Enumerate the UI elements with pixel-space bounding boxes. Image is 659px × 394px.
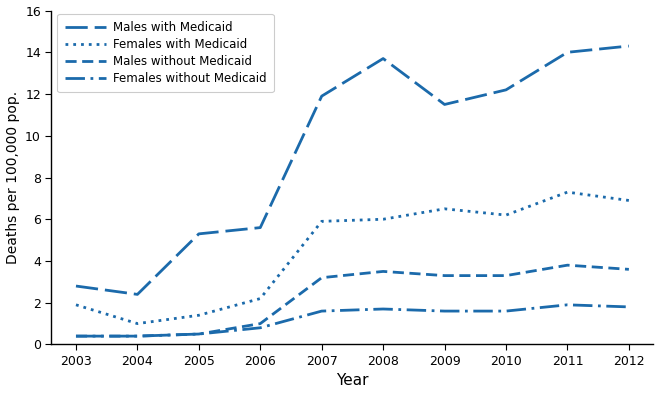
Females without Medicaid [72,334,80,338]
Males with Medicaid [318,94,326,98]
Females with Medicaid [441,206,449,211]
Males without Medicaid [441,273,449,278]
Males with Medicaid [441,102,449,107]
X-axis label: Year: Year [336,374,368,388]
Males without Medicaid [134,334,142,338]
Females without Medicaid [625,305,633,309]
Females with Medicaid [379,217,387,221]
Females with Medicaid [625,198,633,203]
Females with Medicaid [72,303,80,307]
Males without Medicaid [195,332,203,336]
Males with Medicaid [134,292,142,297]
Females with Medicaid [502,213,510,217]
Males with Medicaid [563,50,571,55]
Y-axis label: Deaths per 100,000 pop.: Deaths per 100,000 pop. [5,91,20,264]
Males without Medicaid [379,269,387,274]
Females without Medicaid [256,325,264,330]
Males with Medicaid [502,87,510,92]
Females with Medicaid [563,190,571,195]
Males without Medicaid [318,275,326,280]
Males with Medicaid [625,44,633,48]
Line: Females without Medicaid: Females without Medicaid [76,305,629,336]
Males without Medicaid [625,267,633,272]
Females with Medicaid [256,296,264,301]
Females without Medicaid [134,334,142,338]
Females with Medicaid [134,321,142,326]
Females with Medicaid [318,219,326,224]
Females without Medicaid [195,332,203,336]
Males without Medicaid [72,334,80,338]
Males without Medicaid [563,263,571,268]
Males with Medicaid [72,284,80,288]
Males without Medicaid [502,273,510,278]
Males without Medicaid [256,321,264,326]
Legend: Males with Medicaid, Females with Medicaid, Males without Medicaid, Females with: Males with Medicaid, Females with Medica… [57,14,273,93]
Females without Medicaid [563,303,571,307]
Females with Medicaid [195,313,203,318]
Females without Medicaid [441,309,449,314]
Line: Males with Medicaid: Males with Medicaid [76,46,629,294]
Females without Medicaid [318,309,326,314]
Line: Males without Medicaid: Males without Medicaid [76,265,629,336]
Males with Medicaid [195,232,203,236]
Line: Females with Medicaid: Females with Medicaid [76,192,629,323]
Males with Medicaid [256,225,264,230]
Females without Medicaid [379,307,387,311]
Females without Medicaid [502,309,510,314]
Males with Medicaid [379,56,387,61]
